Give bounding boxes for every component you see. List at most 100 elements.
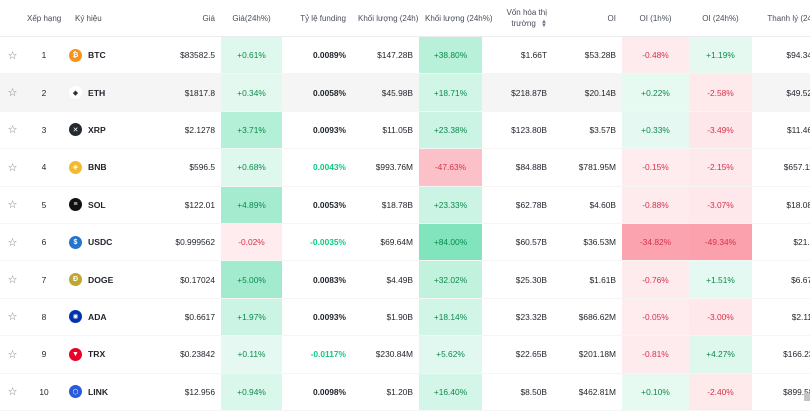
dogecoin-icon: Ð bbox=[69, 273, 82, 286]
symbol-cell[interactable]: ✺ ADA bbox=[63, 298, 141, 335]
favorite-cell[interactable]: ☆ bbox=[0, 37, 25, 74]
table-row[interactable]: ☆ 4 ◈ BNB $596.5 +0.68% 0.0043% $993.76M… bbox=[0, 149, 810, 186]
star-icon[interactable]: ☆ bbox=[8, 386, 18, 398]
symbol-cell[interactable]: ▼ TRX bbox=[63, 336, 141, 373]
star-icon[interactable]: ☆ bbox=[8, 124, 18, 136]
table-row[interactable]: ☆ 3 ✕ XRP $2.1278 +3.71% 0.0093% $11.05B… bbox=[0, 111, 810, 148]
star-icon[interactable]: ☆ bbox=[8, 87, 18, 99]
symbol-cell[interactable]: ≡ SOL bbox=[63, 186, 141, 223]
star-icon[interactable]: ☆ bbox=[8, 237, 18, 249]
funding-rate-cell: -0.0117% bbox=[282, 336, 352, 373]
star-icon[interactable]: ☆ bbox=[8, 274, 18, 286]
table-row[interactable]: ☆ 5 ≡ SOL $122.01 +4.89% 0.0053% $18.78B… bbox=[0, 186, 810, 223]
favorite-cell[interactable]: ☆ bbox=[0, 298, 25, 335]
market-cap-cell: $1.66T bbox=[482, 37, 553, 74]
symbol-header[interactable]: Ký hiệu bbox=[63, 0, 141, 37]
rank-cell: 3 bbox=[25, 111, 63, 148]
price-change-cell: +1.97% bbox=[221, 298, 282, 335]
symbol-label: DOGE bbox=[88, 275, 113, 285]
volume-change-header[interactable]: Khối lượng (24h%) bbox=[419, 0, 482, 37]
market-cap-cell: $25.30B bbox=[482, 261, 553, 298]
favorite-cell[interactable]: ☆ bbox=[0, 373, 25, 410]
oi-1h-cell: -0.81% bbox=[622, 336, 689, 373]
table-row[interactable]: ☆ 8 ✺ ADA $0.6617 +1.97% 0.0093% $1.90B … bbox=[0, 298, 810, 335]
xrp-icon: ✕ bbox=[69, 123, 82, 136]
symbol-cell[interactable]: $ USDC bbox=[63, 223, 141, 260]
price-change-cell: +0.68% bbox=[221, 149, 282, 186]
price-header[interactable]: Giá bbox=[141, 0, 221, 37]
liquidation-cell: $657.11K bbox=[752, 149, 810, 186]
oi-24h-cell: -49.34% bbox=[689, 223, 752, 260]
table-row[interactable]: ☆ 9 ▼ TRX $0.23842 +0.11% -0.0117% $230.… bbox=[0, 336, 810, 373]
liquidation-header[interactable]: Thanh lý (24h) bbox=[752, 0, 810, 37]
table-row[interactable]: ☆ 7 Ð DOGE $0.17024 +5.00% 0.0083% $4.49… bbox=[0, 261, 810, 298]
price-cell: $83582.5 bbox=[141, 37, 221, 74]
favorite-cell[interactable]: ☆ bbox=[0, 223, 25, 260]
oi-24h-header[interactable]: OI (24h%) bbox=[689, 0, 752, 37]
tron-icon: ▼ bbox=[69, 348, 82, 361]
symbol-cell[interactable]: ◈ BNB bbox=[63, 149, 141, 186]
star-icon[interactable]: ☆ bbox=[8, 349, 18, 361]
star-icon[interactable]: ☆ bbox=[8, 199, 18, 211]
symbol-cell[interactable]: ⬡ LINK bbox=[63, 373, 141, 410]
favorite-cell[interactable]: ☆ bbox=[0, 336, 25, 373]
favorite-cell[interactable]: ☆ bbox=[0, 74, 25, 111]
price-change-header[interactable]: Giá(24h%) bbox=[221, 0, 282, 37]
table-row[interactable]: ☆ 1 ₿ BTC $83582.5 +0.61% 0.0089% $147.2… bbox=[0, 37, 810, 74]
price-change-cell: +5.00% bbox=[221, 261, 282, 298]
price-cell: $2.1278 bbox=[141, 111, 221, 148]
table-row[interactable]: ☆ 6 $ USDC $0.999562 -0.02% -0.0035% $69… bbox=[0, 223, 810, 260]
symbol-label: LINK bbox=[88, 387, 108, 397]
volume-cell: $18.78B bbox=[352, 186, 419, 223]
oi-1h-header[interactable]: OI (1h%) bbox=[622, 0, 689, 37]
funding-rate-cell: 0.0058% bbox=[282, 74, 352, 111]
oi-1h-cell: -0.88% bbox=[622, 186, 689, 223]
liquidation-cell: $49.52M bbox=[752, 74, 810, 111]
favorite-cell[interactable]: ☆ bbox=[0, 111, 25, 148]
table-row[interactable]: ☆ 10 ⬡ LINK $12.956 +0.94% 0.0098% $1.20… bbox=[0, 373, 810, 410]
funding-rate-cell: 0.0083% bbox=[282, 261, 352, 298]
favorite-cell[interactable]: ☆ bbox=[0, 186, 25, 223]
market-cap-cell: $84.88B bbox=[482, 149, 553, 186]
open-interest-cell: $53.28B bbox=[553, 37, 622, 74]
price-cell: $0.6617 bbox=[141, 298, 221, 335]
symbol-cell[interactable]: Ð DOGE bbox=[63, 261, 141, 298]
cardano-icon: ✺ bbox=[69, 310, 82, 323]
horizontal-scrollbar[interactable] bbox=[804, 393, 810, 401]
market-cap-cell: $22.65B bbox=[482, 336, 553, 373]
sort-icon[interactable]: ▲▼ bbox=[541, 20, 547, 28]
market-cap-cell: $123.80B bbox=[482, 111, 553, 148]
star-icon[interactable]: ☆ bbox=[8, 162, 18, 174]
oi-24h-cell: +1.19% bbox=[689, 37, 752, 74]
favorite-cell[interactable]: ☆ bbox=[0, 149, 25, 186]
star-icon[interactable]: ☆ bbox=[8, 50, 18, 62]
volume-change-cell: +23.33% bbox=[419, 186, 482, 223]
table-row[interactable]: ☆ 2 ◆ ETH $1817.8 +0.34% 0.0058% $45.98B… bbox=[0, 74, 810, 111]
oi-1h-cell: -0.15% bbox=[622, 149, 689, 186]
price-cell: $0.999562 bbox=[141, 223, 221, 260]
symbol-label: ADA bbox=[88, 312, 107, 322]
funding-rate-header[interactable]: Tỷ lệ funding bbox=[282, 0, 352, 37]
favorite-cell[interactable]: ☆ bbox=[0, 261, 25, 298]
usdc-icon: $ bbox=[69, 236, 82, 249]
market-cap-cell: $218.87B bbox=[482, 74, 553, 111]
liquidation-cell: $899.58K bbox=[752, 373, 810, 410]
symbol-cell[interactable]: ✕ XRP bbox=[63, 111, 141, 148]
volume-change-cell: +38.80% bbox=[419, 37, 482, 74]
bnb-icon: ◈ bbox=[69, 161, 82, 174]
volume-cell: $4.49B bbox=[352, 261, 419, 298]
star-icon[interactable]: ☆ bbox=[8, 311, 18, 323]
funding-rate-cell: 0.0098% bbox=[282, 373, 352, 410]
price-change-cell: +0.11% bbox=[221, 336, 282, 373]
rank-header[interactable]: Xếp hạng bbox=[25, 0, 63, 37]
liquidation-cell: $18.08M bbox=[752, 186, 810, 223]
symbol-label: BNB bbox=[88, 162, 107, 172]
symbol-cell[interactable]: ◆ ETH bbox=[63, 74, 141, 111]
symbol-cell[interactable]: ₿ BTC bbox=[63, 37, 141, 74]
oi-24h-cell: -3.00% bbox=[689, 298, 752, 335]
price-change-cell: +0.34% bbox=[221, 74, 282, 111]
rank-cell: 9 bbox=[25, 336, 63, 373]
rank-cell: 4 bbox=[25, 149, 63, 186]
volume-header[interactable]: Khối lượng (24h) bbox=[352, 0, 419, 37]
open-interest-header[interactable]: OI bbox=[553, 0, 622, 37]
